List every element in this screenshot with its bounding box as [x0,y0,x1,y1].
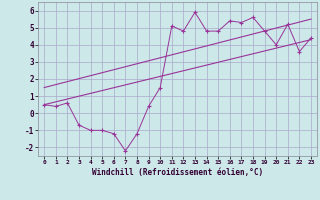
X-axis label: Windchill (Refroidissement éolien,°C): Windchill (Refroidissement éolien,°C) [92,168,263,177]
